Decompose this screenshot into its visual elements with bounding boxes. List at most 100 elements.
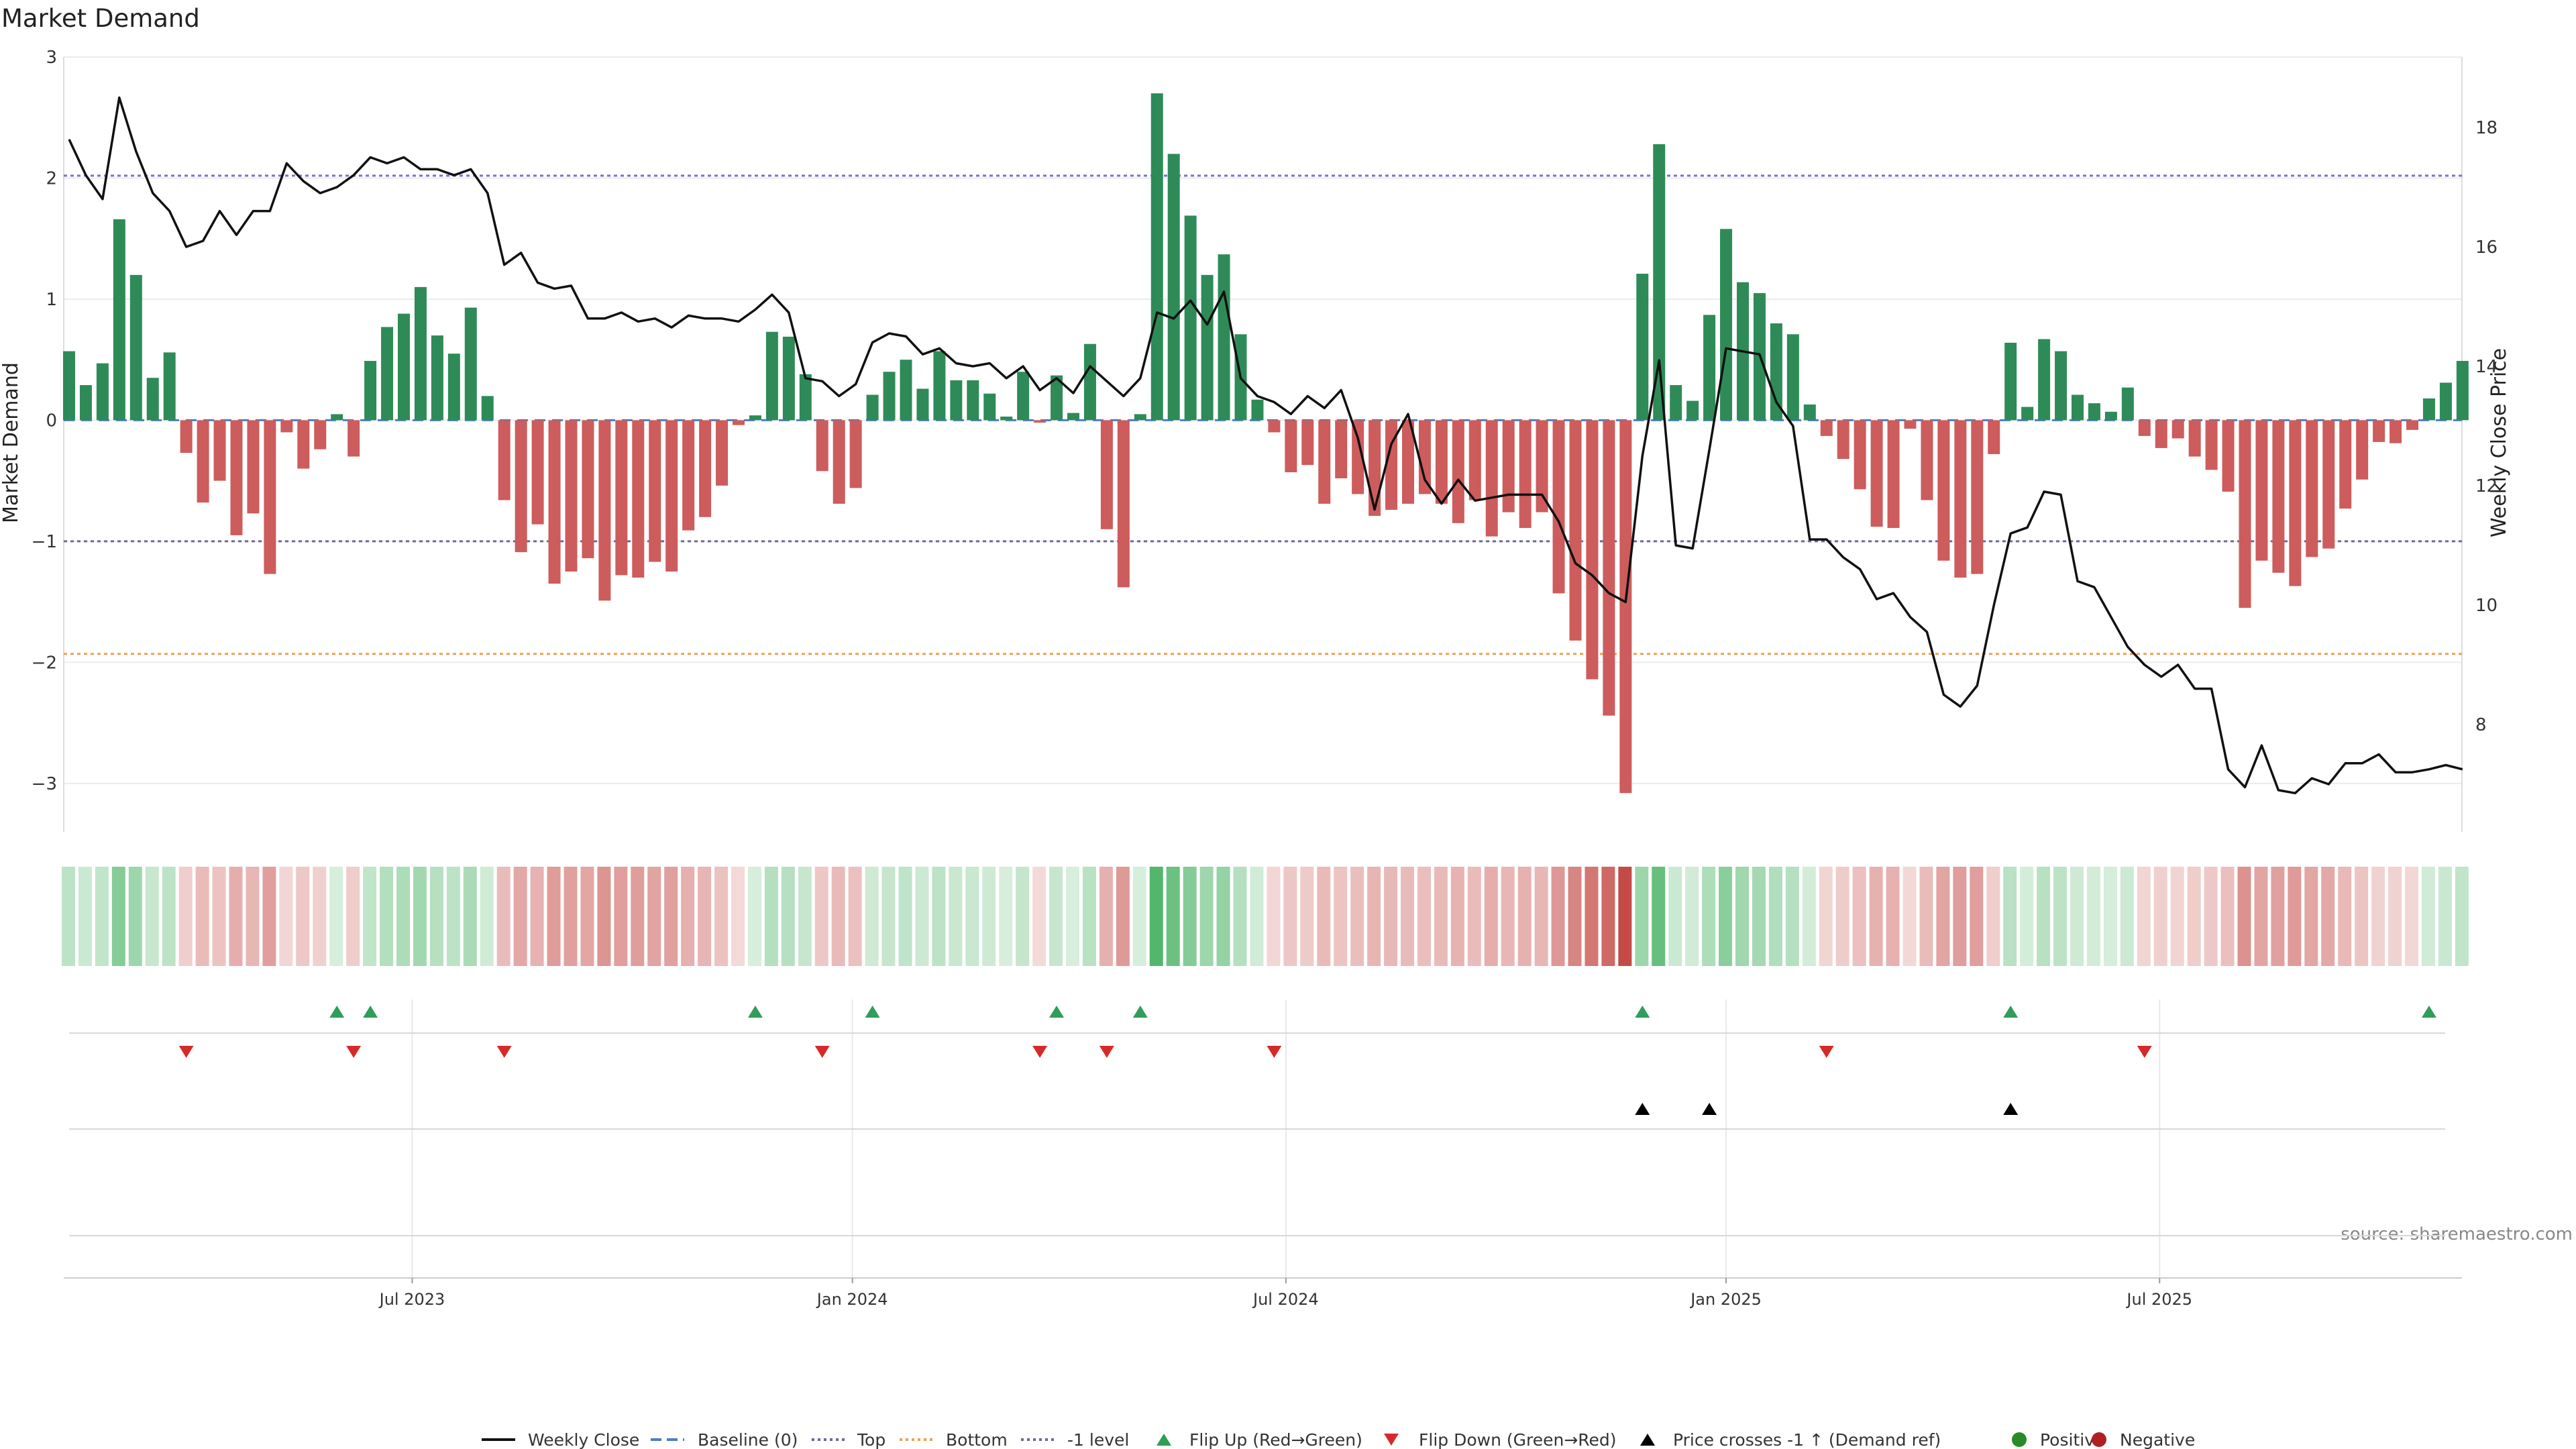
heat-cell (1618, 867, 1632, 966)
heat-cell (1668, 867, 1682, 966)
heat-cell (229, 867, 243, 966)
heat-cell (111, 867, 125, 966)
right-tick-label: 8 (2475, 715, 2487, 735)
heat-cell (982, 867, 996, 966)
demand-bar (2188, 420, 2201, 457)
right-tick-label: 18 (2475, 118, 2498, 138)
demand-bar (1502, 420, 1515, 513)
heat-cell (949, 867, 963, 966)
heat-cell (1953, 867, 1967, 966)
legend-label: Negative (2120, 1430, 2195, 1449)
heat-cell (999, 867, 1013, 966)
demand-bar (1184, 215, 1197, 421)
heat-cell (965, 867, 979, 966)
demand-bar (2390, 420, 2402, 443)
demand-bar (2456, 360, 2469, 421)
heat-cell (1768, 867, 1782, 966)
legend-label: Flip Up (Red→Green) (1189, 1430, 1362, 1449)
demand-bar (2055, 351, 2068, 421)
flip-up-marker (747, 1006, 763, 1018)
heat-cell (2438, 867, 2452, 966)
demand-bar (1887, 420, 1900, 529)
demand-bar (297, 420, 310, 469)
demand-bar (1452, 420, 1464, 523)
heat-cell (1936, 867, 1950, 966)
legend-swatch (1640, 1434, 1655, 1446)
heat-cell (1819, 867, 1833, 966)
demand-bar (1636, 274, 1649, 421)
demand-bar (1603, 420, 1615, 716)
x-tick-label: Jul 2023 (378, 1290, 445, 1309)
heat-cell (2086, 867, 2100, 966)
demand-bar (2205, 420, 2218, 470)
demand-bar (1402, 420, 1414, 504)
demand-bar (1150, 93, 1163, 421)
demand-bar (649, 420, 661, 562)
heat-cell (195, 867, 209, 966)
heat-cell (2371, 867, 2385, 966)
heat-cell (2003, 867, 2017, 966)
price-cross-marker (2003, 1103, 2019, 1115)
demand-bar (1536, 420, 1548, 513)
heat-cell (1484, 867, 1498, 966)
price-cross-marker (1635, 1103, 1650, 1115)
demand-bar (2339, 420, 2352, 509)
heat-cell (764, 867, 778, 966)
heat-cell (865, 867, 879, 966)
demand-bar (950, 380, 963, 421)
x-tick-label: Jan 2025 (1689, 1290, 1762, 1309)
heat-cell (2455, 867, 2469, 966)
heat-cell (145, 867, 159, 966)
heat-cell (1283, 867, 1297, 966)
heat-cell (212, 867, 226, 966)
heat-cell (178, 867, 193, 966)
demand-bar (1418, 420, 1431, 494)
right-axis-label: Weekly Close Price (2487, 348, 2511, 537)
demand-bar (765, 331, 778, 421)
heat-cell (1300, 867, 1314, 966)
heat-cell (1066, 867, 1079, 966)
heat-cell (1032, 867, 1046, 966)
heat-cell (915, 867, 929, 966)
legend-label: Bottom (946, 1430, 1008, 1449)
demand-bar (2306, 420, 2318, 557)
legend-label: Weekly Close (528, 1430, 639, 1449)
demand-bar (2373, 420, 2385, 442)
heat-cell (1585, 867, 1599, 966)
demand-bar (833, 420, 845, 504)
demand-bar (431, 335, 443, 421)
legend-label: Baseline (0) (698, 1430, 798, 1449)
heat-cell (1250, 867, 1264, 966)
demand-bar (548, 420, 561, 584)
demand-bar (1988, 420, 2000, 454)
heat-cell (513, 867, 527, 966)
demand-bar (900, 360, 912, 421)
demand-bar (866, 394, 879, 421)
heat-cell (2204, 867, 2218, 966)
heat-cell (2220, 867, 2235, 966)
chart-title: Market Demand (1, 4, 200, 33)
heat-cell (1685, 867, 1699, 966)
demand-bar (498, 420, 511, 500)
demand-bar (213, 420, 226, 481)
left-tick-label: −1 (32, 532, 57, 552)
heat-cell (2020, 867, 2034, 966)
demand-bar (1017, 372, 1030, 421)
heat-cell (597, 867, 611, 966)
demand-bar (381, 327, 394, 421)
heat-cell (279, 867, 293, 966)
flip-down-marker (1819, 1046, 1834, 1058)
demand-bar (1485, 420, 1498, 537)
heat-cell (831, 867, 845, 966)
demand-bar (1385, 420, 1398, 510)
heat-cell (2338, 867, 2352, 966)
heat-cell (2421, 867, 2435, 966)
heat-cell (1802, 867, 1816, 966)
demand-bar (180, 420, 193, 453)
heat-cell (346, 867, 360, 966)
demand-bar (632, 420, 645, 578)
heat-cell (1149, 867, 1163, 966)
heat-cell (1233, 867, 1247, 966)
heat-cell (1199, 867, 1214, 966)
